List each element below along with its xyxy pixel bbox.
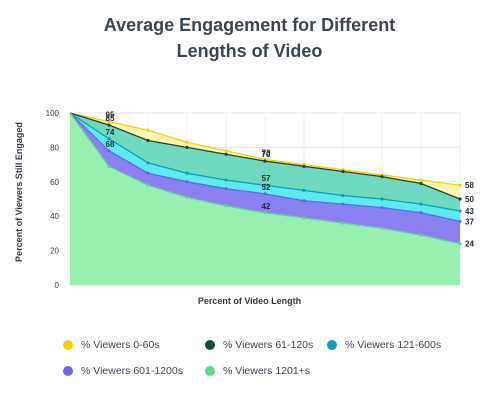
data-point bbox=[185, 180, 189, 184]
data-label: 42 bbox=[262, 202, 271, 211]
data-point bbox=[146, 138, 150, 143]
data-label: 70 bbox=[262, 150, 271, 159]
data-label: 73 bbox=[262, 148, 271, 157]
chart-title: Average Engagement for Different Lengths… bbox=[0, 12, 499, 64]
data-point bbox=[224, 187, 228, 191]
data-point bbox=[146, 171, 150, 175]
y-tick-label: 40 bbox=[50, 212, 59, 221]
data-point bbox=[263, 183, 267, 187]
data-point bbox=[458, 183, 462, 187]
data-point bbox=[419, 233, 423, 237]
legend-swatch bbox=[205, 340, 215, 350]
x-axis-label: Percent of Video Length bbox=[197, 296, 302, 306]
y-tick-label: 80 bbox=[50, 143, 59, 152]
data-label: 68 bbox=[106, 140, 115, 149]
data-point bbox=[380, 226, 384, 230]
data-point bbox=[302, 188, 306, 192]
data-point bbox=[263, 192, 267, 196]
chart-title-line-2: Lengths of Video bbox=[176, 41, 323, 61]
legend-swatch bbox=[327, 340, 337, 350]
data-point bbox=[419, 181, 423, 186]
data-label: 37 bbox=[465, 217, 474, 226]
data-point bbox=[185, 195, 189, 199]
data-label: 58 bbox=[465, 181, 474, 190]
data-point bbox=[185, 171, 189, 175]
chart-title-line-1: Average Engagement for Different bbox=[103, 15, 396, 35]
data-label: 57 bbox=[262, 174, 271, 183]
data-point bbox=[419, 178, 423, 182]
data-point bbox=[341, 202, 345, 206]
legend-swatch bbox=[63, 340, 73, 350]
data-point bbox=[185, 145, 189, 149]
legend-item-61-120s: % Viewers 61-120s bbox=[205, 339, 313, 351]
legend-item-1201s: % Viewers 1201+s bbox=[205, 365, 310, 377]
legend-label: % Viewers 601-1200s bbox=[81, 365, 183, 377]
legend-label: % Viewers 61-120s bbox=[223, 339, 314, 351]
legend-item-601-1200s: % Viewers 601-1200s bbox=[63, 365, 183, 377]
data-point bbox=[458, 209, 462, 213]
data-point bbox=[224, 178, 228, 182]
data-point bbox=[302, 164, 306, 168]
data-label: 24 bbox=[465, 240, 474, 249]
legend-item-121-600s: % Viewers 121-600s bbox=[327, 339, 441, 351]
y-tick-label: 60 bbox=[50, 178, 59, 187]
data-point bbox=[419, 202, 423, 206]
y-tick-label: 0 bbox=[55, 281, 60, 290]
y-tick-label: 20 bbox=[50, 247, 59, 256]
data-label: 85 bbox=[106, 114, 115, 123]
data-label: 52 bbox=[262, 183, 271, 192]
series-area-4 bbox=[70, 113, 460, 285]
data-point bbox=[146, 183, 150, 187]
data-point bbox=[185, 140, 189, 144]
y-tick-label: 100 bbox=[46, 109, 60, 118]
data-point bbox=[224, 204, 228, 208]
data-point bbox=[458, 197, 462, 201]
legend-label: % Viewers 0-60s bbox=[81, 339, 160, 351]
data-point bbox=[341, 169, 345, 174]
data-point bbox=[224, 152, 228, 156]
data-point bbox=[263, 159, 267, 163]
legend-label: % Viewers 121-600s bbox=[345, 339, 442, 351]
data-point bbox=[107, 137, 111, 141]
data-point bbox=[341, 221, 345, 225]
legend-swatch bbox=[63, 366, 73, 376]
data-point bbox=[146, 161, 150, 165]
data-point bbox=[107, 120, 111, 124]
data-point bbox=[302, 199, 306, 203]
data-point bbox=[224, 149, 228, 153]
data-point bbox=[380, 206, 384, 210]
data-point bbox=[107, 149, 111, 153]
data-point bbox=[458, 242, 462, 246]
data-point bbox=[146, 128, 150, 132]
data-label: 43 bbox=[465, 207, 474, 216]
data-point bbox=[263, 211, 267, 215]
data-point bbox=[341, 193, 345, 198]
legend-label: % Viewers 1201+s bbox=[223, 365, 311, 377]
data-point bbox=[419, 211, 423, 215]
data-point bbox=[380, 175, 384, 179]
data-label: 50 bbox=[465, 195, 474, 204]
data-label: 95 bbox=[106, 111, 115, 120]
y-axis-label: Percent of Viewers Still Engaged bbox=[14, 122, 24, 262]
data-point bbox=[380, 197, 384, 201]
data-point bbox=[107, 123, 111, 127]
legend-swatch bbox=[205, 366, 215, 376]
data-point bbox=[458, 219, 462, 223]
data-label: 74 bbox=[106, 128, 115, 137]
data-point bbox=[302, 216, 306, 220]
data-point bbox=[107, 164, 111, 168]
legend-item-0-60s: % Viewers 0-60s bbox=[63, 339, 160, 351]
